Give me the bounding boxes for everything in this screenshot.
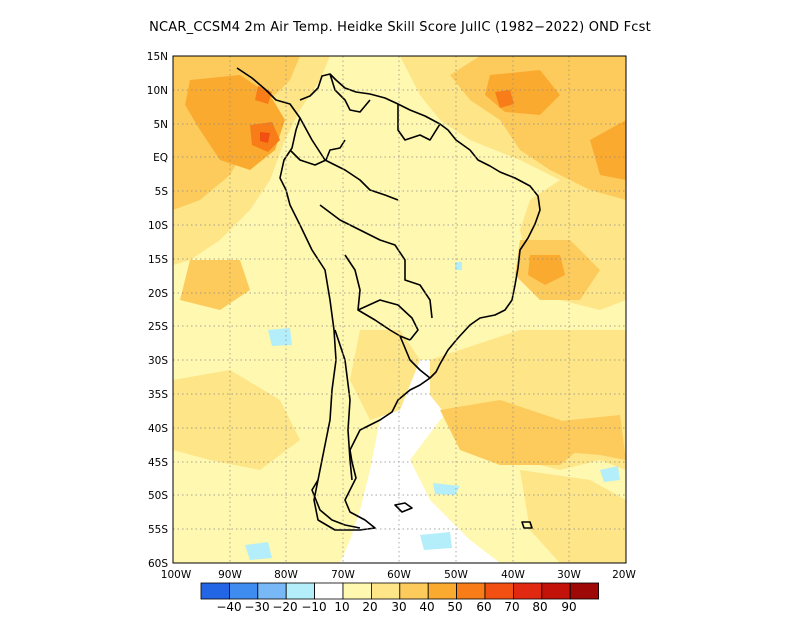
colorbar-label: 20 [362,600,377,614]
plot-frame [172,55,627,564]
colorbar-label: 10 [334,600,349,614]
colorbar-label: −10 [301,600,326,614]
colorbar-swatch [342,582,372,600]
lon-label: 40W [501,569,525,581]
colorbar: −40 −30 −20 −10 10 20 30 40 50 60 70 80 … [200,582,600,614]
map-title: NCAR_CCSM4 2m Air Temp. Heidke Skill Sco… [149,20,651,35]
lon-label: 50W [444,569,468,581]
colorbar-label: 70 [504,600,519,614]
lat-label: 5N [153,119,168,131]
colorbar-label: 50 [447,600,462,614]
lat-label: 55S [148,524,168,536]
colorbar-swatch [427,582,458,600]
lat-label: 60S [148,558,168,570]
colorbar-label: 40 [419,600,434,614]
lat-label: 20S [148,288,168,300]
colorbar-label: 90 [561,600,576,614]
colorbar-label: −40 [216,600,241,614]
colorbar-swatches [200,582,600,600]
lon-label: 100W [161,569,192,581]
colorbar-swatch [228,582,259,600]
longitude-labels: 100W 90W 80W 70W 60W 50W 40W 30W 20W [161,569,637,581]
lat-label: 10S [148,220,168,232]
lat-label: EQ [153,152,168,164]
colorbar-label: 60 [476,600,491,614]
colorbar-swatch [399,582,429,600]
colorbar-label: 30 [391,600,406,614]
lat-label: 35S [148,389,168,401]
colorbar-label: −20 [272,600,297,614]
lon-label: 80W [274,569,298,581]
colorbar-swatch [484,582,514,600]
colorbar-swatch [257,582,287,600]
lat-label: 30S [148,355,168,367]
lat-label: 25S [148,321,168,333]
colorbar-swatch [314,582,344,600]
map-grid [173,56,626,563]
colorbar-swatch [513,582,543,600]
lat-label: 50S [148,490,168,502]
colorbar-swatch [200,582,230,600]
colorbar-label: 80 [532,600,547,614]
colorbar-swatch [285,582,316,600]
colorbar-label: −30 [244,600,269,614]
lon-label: 30W [557,569,581,581]
colorbar-labels: −40 −30 −20 −10 10 20 30 40 50 60 70 80 … [216,600,576,614]
lat-label: 5S [155,186,169,198]
colorbar-swatch [541,582,571,600]
colorbar-swatch [456,582,486,600]
lat-label: 45S [148,457,168,469]
lon-label: 60W [387,569,411,581]
colorbar-swatch [370,582,401,600]
lat-label: 15S [148,254,168,266]
colorbar-swatch [569,582,600,600]
latitude-labels: 15N 10N 5N EQ 5S 10S 15S 20S 25S 30S 35S… [147,51,169,570]
lon-label: 90W [218,569,242,581]
lon-label: 20W [612,569,636,581]
lat-label: 40S [148,423,168,435]
lat-label: 15N [147,51,168,63]
lon-label: 70W [331,569,355,581]
lat-label: 10N [147,85,168,97]
